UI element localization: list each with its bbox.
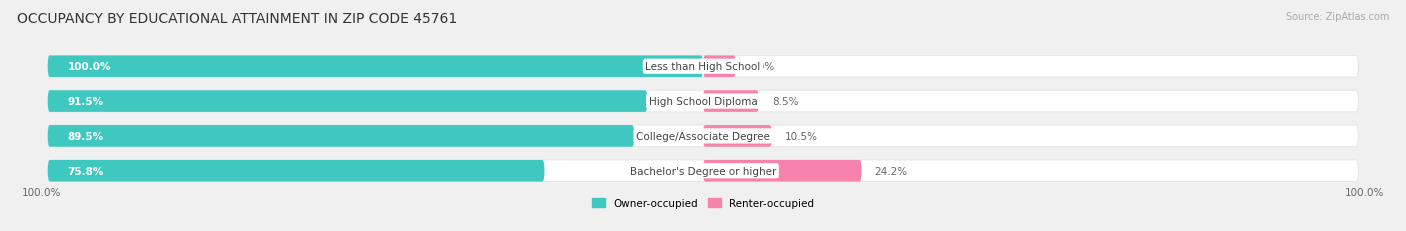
- FancyBboxPatch shape: [703, 56, 735, 78]
- Text: 91.5%: 91.5%: [67, 97, 104, 106]
- FancyBboxPatch shape: [703, 160, 862, 182]
- Text: Source: ZipAtlas.com: Source: ZipAtlas.com: [1285, 12, 1389, 21]
- FancyBboxPatch shape: [703, 91, 759, 112]
- Text: 0.0%: 0.0%: [749, 62, 775, 72]
- Text: 75.8%: 75.8%: [67, 166, 104, 176]
- Text: 8.5%: 8.5%: [772, 97, 799, 106]
- Text: 100.0%: 100.0%: [67, 62, 111, 72]
- Text: Bachelor's Degree or higher: Bachelor's Degree or higher: [630, 166, 776, 176]
- FancyBboxPatch shape: [48, 56, 1358, 78]
- Text: 100.0%: 100.0%: [1346, 188, 1385, 198]
- Text: 10.5%: 10.5%: [785, 131, 818, 141]
- Text: Less than High School: Less than High School: [645, 62, 761, 72]
- FancyBboxPatch shape: [48, 56, 703, 78]
- FancyBboxPatch shape: [48, 91, 647, 112]
- FancyBboxPatch shape: [48, 160, 1358, 182]
- FancyBboxPatch shape: [48, 160, 544, 182]
- FancyBboxPatch shape: [703, 126, 772, 147]
- Text: College/Associate Degree: College/Associate Degree: [636, 131, 770, 141]
- Text: OCCUPANCY BY EDUCATIONAL ATTAINMENT IN ZIP CODE 45761: OCCUPANCY BY EDUCATIONAL ATTAINMENT IN Z…: [17, 12, 457, 25]
- FancyBboxPatch shape: [48, 91, 1358, 112]
- FancyBboxPatch shape: [48, 126, 1358, 147]
- FancyBboxPatch shape: [48, 126, 634, 147]
- Text: 24.2%: 24.2%: [875, 166, 908, 176]
- Text: High School Diploma: High School Diploma: [648, 97, 758, 106]
- Text: 100.0%: 100.0%: [21, 188, 60, 198]
- Text: 89.5%: 89.5%: [67, 131, 104, 141]
- Legend: Owner-occupied, Renter-occupied: Owner-occupied, Renter-occupied: [592, 198, 814, 208]
